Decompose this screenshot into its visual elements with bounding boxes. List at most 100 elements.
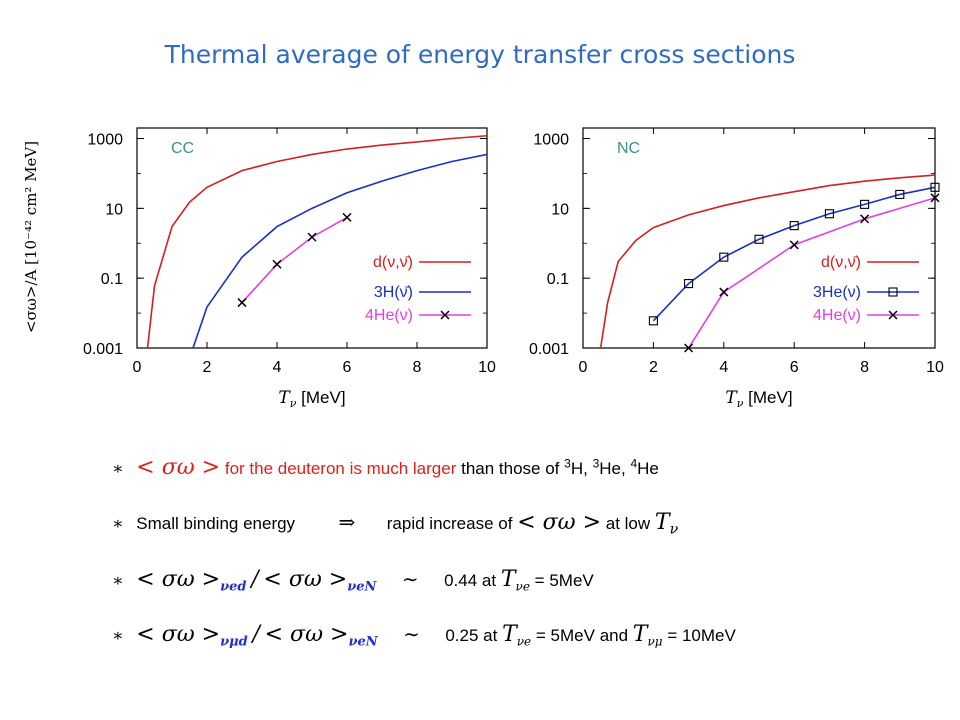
data-point-square [719, 252, 729, 262]
data-point-cross [237, 298, 247, 308]
bullet-text: than those of [461, 459, 560, 478]
legend-label: d(ν,ν̄) [373, 254, 413, 271]
ratio-slash: / [251, 567, 259, 592]
bullet-text: = 10MeV [667, 626, 736, 645]
ratio-slash: / [252, 622, 260, 647]
reaction-subscript: νeN [347, 579, 377, 595]
y-tick-label: 10 [551, 201, 569, 218]
ratio-value: 0.44 [444, 571, 478, 590]
x-tick-label: 10 [478, 359, 496, 376]
isotope-symbol: He, [599, 459, 626, 478]
isotope-mass: 4 [630, 456, 638, 471]
data-point-cross [719, 287, 729, 297]
data-point-square [684, 279, 694, 289]
reaction-subscript: νμd [220, 634, 248, 650]
sigma-omega-symbol: < σω > [136, 567, 221, 592]
slide-title: Thermal average of energy transfer cross… [164, 40, 796, 69]
data-point-cross [930, 193, 940, 203]
data-point-square [754, 234, 764, 244]
approx-symbol: ∼ [403, 622, 420, 646]
sigma-omega-symbol: < σω > [263, 567, 348, 592]
isotope-symbol: He [637, 459, 659, 478]
legend-marker-cross [888, 310, 898, 320]
x-tick-label: 2 [649, 359, 658, 376]
temperature-subscript: νμ [647, 634, 663, 649]
x-axis-label-subscript: ν [290, 397, 297, 410]
data-point-square [648, 316, 658, 326]
legend-label: 4He(ν) [813, 307, 861, 324]
approx-symbol: ∼ [401, 567, 419, 591]
legend-marker-square [888, 287, 898, 297]
x-tick-label: 2 [203, 359, 212, 376]
data-point-square [895, 189, 905, 199]
temperature-subscript: νe [516, 634, 532, 649]
isotope-mass: 3 [564, 456, 571, 471]
bullet-text: Small binding energy [136, 514, 296, 533]
x-tick-label: 4 [719, 359, 728, 376]
temperature-symbol: T [500, 567, 516, 592]
y-tick-label: 0.1 [547, 271, 569, 288]
y-tick-label: 0.001 [83, 341, 123, 358]
x-axis-label-unit: [MeV] [743, 388, 792, 407]
sigma-omega-symbol: < σω > [517, 510, 601, 535]
x-axis-label: Tν [MeV] [725, 388, 792, 410]
ratio-value: 0.25 [445, 626, 479, 645]
temperature-symbol: T [502, 622, 517, 647]
bullet-star: ∗ [112, 571, 124, 591]
reaction-subscript: νed [220, 579, 247, 595]
y-tick-label: 1000 [533, 132, 569, 149]
series-line [652, 186, 935, 322]
data-point-cross [272, 259, 282, 269]
bullet-star: ∗ [112, 626, 124, 646]
y-tick-label: 1000 [87, 132, 123, 149]
bullet-text: = 5MeV [534, 571, 594, 590]
chart-figure: <σω>/A [10⁻⁴² cm² MeV] 0 2 4 6 8 10 0.001 0.1 10… [22, 127, 944, 410]
series-line [146, 134, 487, 348]
bullet-text: = 5MeV and [535, 626, 629, 645]
x-tick-label: 8 [860, 359, 869, 376]
temperature-symbol: T [654, 510, 670, 535]
bullet-deuteron-larger: ∗ < σω > for the deuteron is much larger… [112, 455, 659, 480]
panel-label: NC [617, 140, 640, 157]
x-tick-label: 4 [273, 359, 282, 376]
data-point-square [789, 221, 799, 231]
isotope-mass: 3 [592, 456, 600, 471]
x-tick-label: 8 [413, 359, 422, 376]
x-axis-label-subscript: ν [737, 397, 744, 410]
data-point-cross [789, 240, 799, 250]
panel-label: CC [171, 140, 194, 157]
chart-panel-nc: 0 2 4 6 8 10 0.001 0.1 10 1000 NC Tν [MeV] d(ν,ν̄) 3H… [529, 127, 944, 410]
legend-marker-cross [440, 310, 450, 320]
bullet-ratio-numu: ∗ < σω >νμd / < σω >νeN ∼ 0.25 at Tνe = … [112, 622, 736, 649]
bullet-binding-energy: ∗ Small binding energy ⇒ rapid increase … [112, 510, 678, 537]
temperature-symbol: T [632, 622, 648, 647]
isotope-symbol: H, [570, 459, 588, 478]
series-line [599, 174, 935, 348]
sigma-omega-symbol: < σω > [136, 622, 221, 647]
bullet-text: at [481, 571, 497, 590]
series-group [146, 134, 487, 348]
bullet-text: at [483, 626, 498, 645]
x-axis-label-symbol: T [278, 388, 291, 408]
temperature-subscript: νe [515, 579, 530, 594]
x-tick-label: 6 [790, 359, 799, 376]
bullet-star: ∗ [112, 514, 124, 534]
x-tick-label: 10 [926, 359, 944, 376]
legend-label: d(ν,ν̄) [821, 254, 861, 271]
sigma-omega-symbol: < σω > [264, 622, 349, 647]
y-tick-label: 10 [105, 201, 123, 218]
plot-frame [136, 127, 488, 349]
shared-y-axis-label: <σω>/A [10⁻⁴² cm² MeV] [22, 141, 40, 333]
series-line [192, 153, 487, 348]
plot-frame [582, 127, 936, 349]
bullet-text: rapid increase of [386, 514, 513, 533]
bullet-red-text: for the deuteron is much larger [224, 459, 457, 478]
data-point-square [824, 209, 834, 219]
series-line [241, 216, 348, 304]
data-point-cross [307, 232, 317, 242]
x-tick-label: 0 [579, 359, 588, 376]
data-point-square [930, 182, 940, 192]
y-tick-label: 0.1 [101, 271, 123, 288]
legend-label: 4He(ν) [365, 307, 413, 324]
data-point-square [860, 199, 870, 209]
